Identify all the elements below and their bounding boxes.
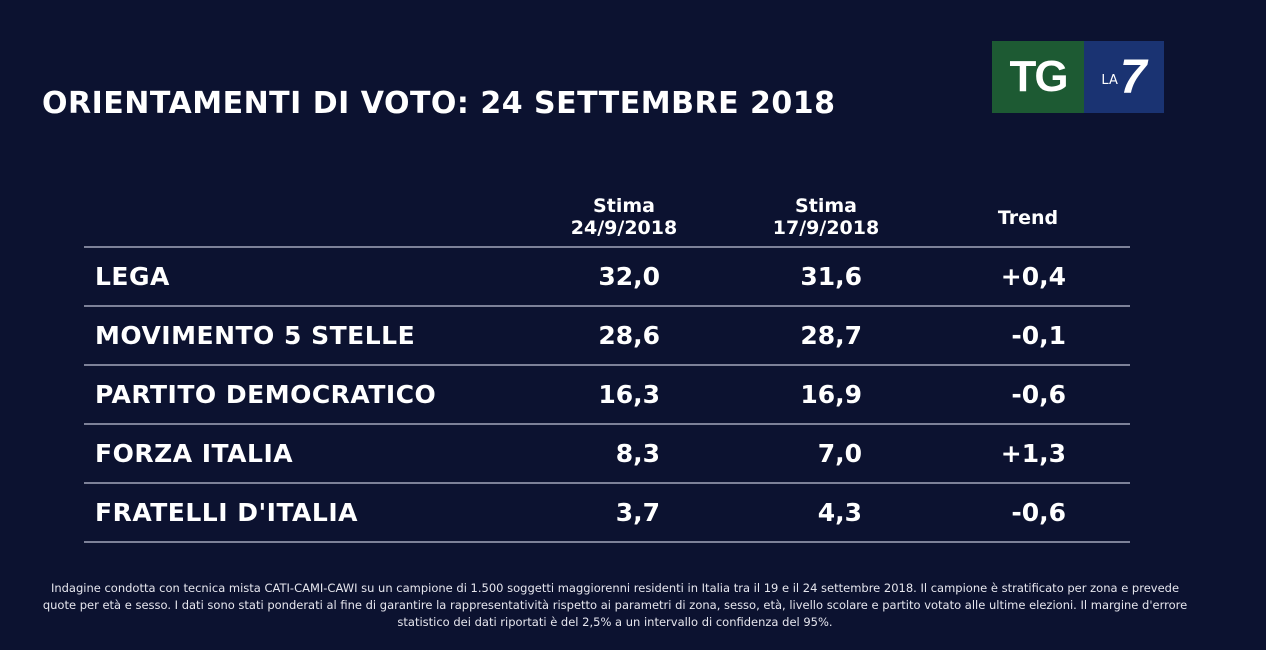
header-previous: Stima 17/9/2018 [746, 195, 906, 239]
trend-value: -0,1 [1011, 321, 1066, 350]
header-current-line2: 24/9/2018 [570, 217, 678, 239]
current-value: 28,6 [598, 321, 660, 350]
table-row: LEGA 32,0 31,6 +0,4 [84, 246, 1130, 305]
current-value: 3,7 [615, 498, 660, 527]
current-value: 32,0 [598, 262, 660, 291]
party-name: LEGA [95, 262, 170, 291]
tgla7-logo: TG LA 7 [992, 41, 1164, 113]
header-trend: Trend [997, 207, 1059, 229]
party-name: FORZA ITALIA [95, 439, 294, 468]
table-row: FORZA ITALIA 8,3 7,0 +1,3 [84, 423, 1130, 482]
logo-la: LA [1101, 72, 1118, 88]
header-current-line1: Stima [593, 195, 655, 217]
trend-value: +0,4 [1000, 262, 1066, 291]
previous-value: 31,6 [800, 262, 862, 291]
header-previous-line2: 17/9/2018 [772, 217, 880, 239]
trend-value: +1,3 [1000, 439, 1066, 468]
logo-tg: TG [992, 41, 1084, 113]
trend-value: -0,6 [1011, 380, 1066, 409]
page-title: ORIENTAMENTI DI VOTO: 24 SETTEMBRE 2018 [42, 86, 836, 121]
table-row: FRATELLI D'ITALIA 3,7 4,3 -0,6 [84, 482, 1130, 543]
logo-seven: 7 [1119, 50, 1147, 104]
logo-la7: LA 7 [1084, 41, 1164, 113]
table-row: PARTITO DEMOCRATICO 16,3 16,9 -0,6 [84, 364, 1130, 423]
previous-value: 28,7 [800, 321, 862, 350]
current-value: 8,3 [615, 439, 660, 468]
party-name: FRATELLI D'ITALIA [95, 498, 358, 527]
methodology-footnote: Indagine condotta con tecnica mista CATI… [42, 581, 1188, 629]
previous-value: 7,0 [817, 439, 862, 468]
poll-table: LEGA 32,0 31,6 +0,4 MOVIMENTO 5 STELLE 2… [84, 246, 1130, 543]
previous-value: 16,9 [800, 380, 862, 409]
header-current: Stima 24/9/2018 [544, 195, 704, 239]
party-name: PARTITO DEMOCRATICO [95, 380, 437, 409]
party-name: MOVIMENTO 5 STELLE [95, 321, 416, 350]
trend-value: -0,6 [1011, 498, 1066, 527]
table-row: MOVIMENTO 5 STELLE 28,6 28,7 -0,1 [84, 305, 1130, 364]
current-value: 16,3 [598, 380, 660, 409]
previous-value: 4,3 [817, 498, 862, 527]
header-previous-line1: Stima [795, 195, 857, 217]
